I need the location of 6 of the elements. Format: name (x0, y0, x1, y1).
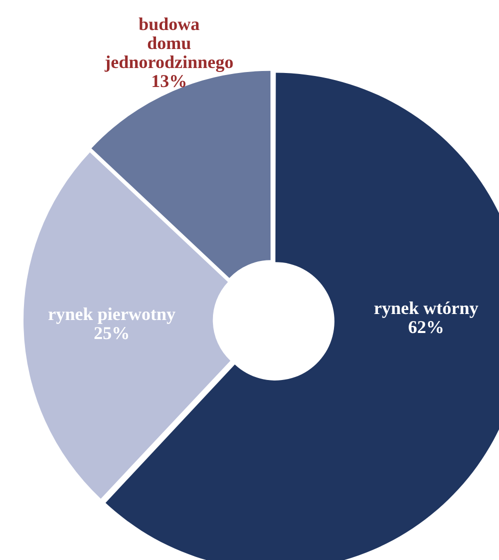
data-label: 13% (151, 70, 188, 91)
slice-label: budowa domu jednorodzinnego (104, 14, 234, 72)
data-label: 25% (94, 323, 130, 344)
slice-label: rynek pierwotny (48, 304, 176, 324)
data-label: 62% (408, 317, 444, 338)
slice-label: rynek wtórny (374, 298, 478, 318)
